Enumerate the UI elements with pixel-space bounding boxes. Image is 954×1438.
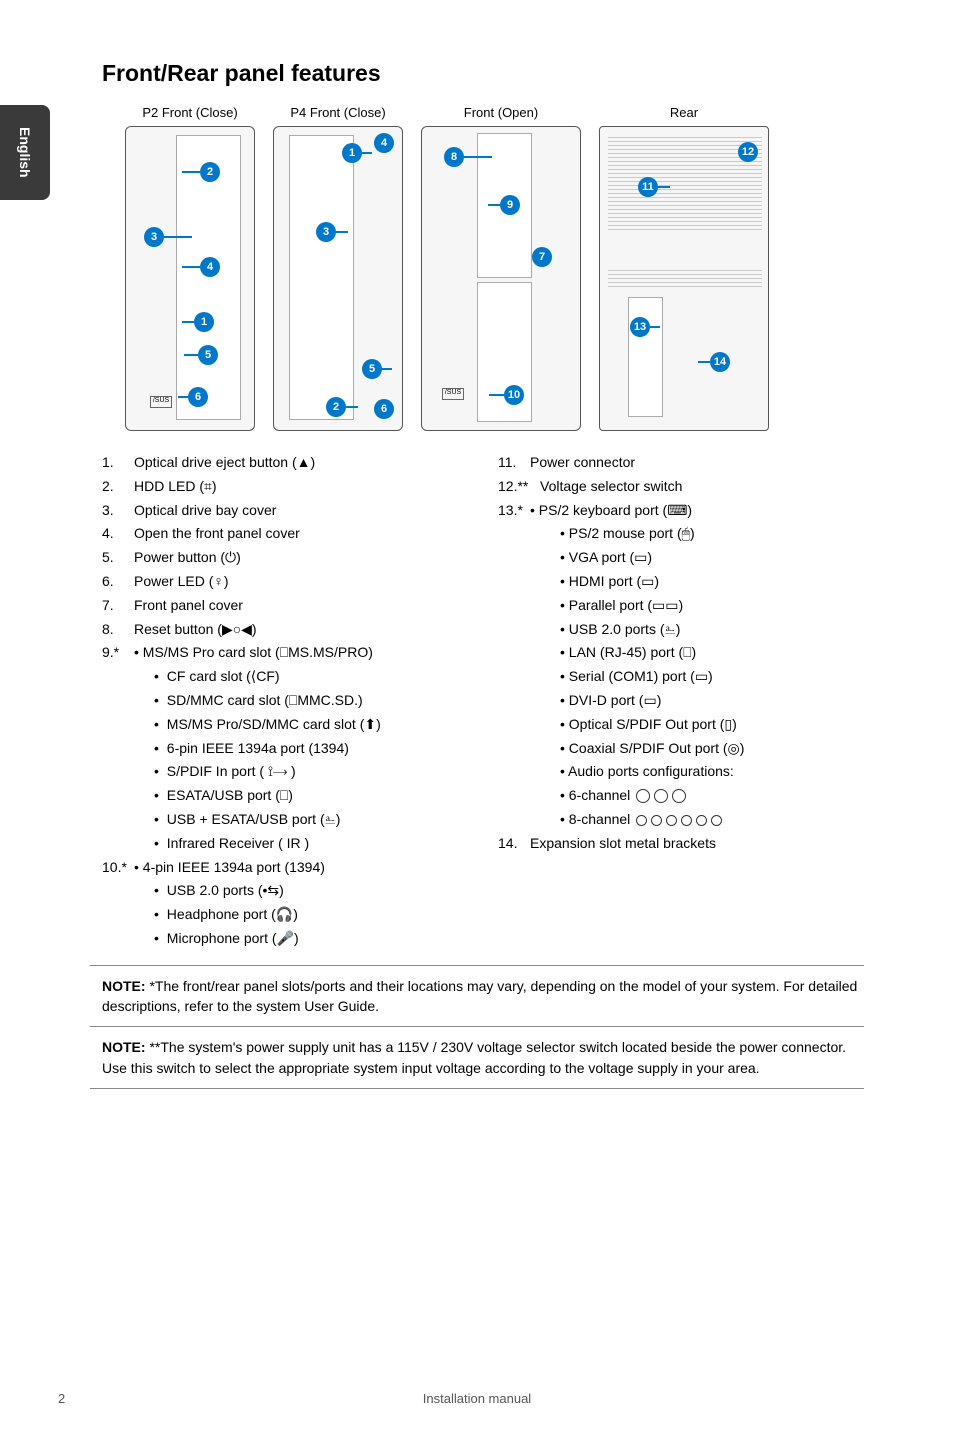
callout: 8 [444, 147, 464, 167]
feature-column-right: 11.Power connector 12.**Voltage selector… [498, 451, 864, 951]
callout: 1 [194, 312, 214, 332]
divider [90, 1088, 864, 1089]
list-item: 12.**Voltage selector switch [498, 475, 864, 499]
list-item: 11.Power connector [498, 451, 864, 475]
callout: 10 [504, 385, 524, 405]
language-tab: English [0, 105, 50, 200]
page-number: 2 [58, 1391, 65, 1406]
callout: 2 [326, 397, 346, 417]
list-item: USB 2.0 ports (•⇆) [102, 879, 468, 903]
list-item: 7.Front panel cover [102, 594, 468, 618]
callout: 3 [144, 227, 164, 247]
channel-row: 8-channel [498, 808, 864, 832]
diagram-p2-front-close: P2 Front (Close) 3 2 4 1 5 6 /SUS [125, 105, 255, 431]
channel-row: 6-channel [498, 784, 864, 808]
list-item: S/PDIF In port ( ⟟⟶ ) [102, 760, 468, 784]
sub-list: CF card slot (⟨CF)SD/MMC card slot (⎕MMC… [102, 665, 468, 855]
list-item: 4.Open the front panel cover [102, 522, 468, 546]
list-item: HDMI port (▭) [498, 570, 864, 594]
feature-list: 1.Optical drive eject button (▲) 2.HDD L… [102, 451, 864, 951]
note-text: NOTE: **The system's power supply unit h… [102, 1037, 859, 1078]
list-item: USB + ESATA/USB port (⎁) [102, 808, 468, 832]
callout: 4 [200, 257, 220, 277]
list-item: 6-pin IEEE 1394a port (1394) [102, 737, 468, 761]
diagram-rear: Rear 11 12 13 14 [599, 105, 769, 431]
callout: 14 [710, 352, 730, 372]
page-footer: 2 Installation manual [0, 1391, 954, 1406]
diagram-p4-front-close: P4 Front (Close) 1 4 3 5 2 6 [273, 105, 403, 431]
diagram-box: 8 9 7 10 /SUS [421, 126, 581, 431]
list-item: 6.Power LED (♀) [102, 570, 468, 594]
callout: 11 [638, 177, 658, 197]
callout: 6 [374, 399, 394, 419]
list-item: Headphone port (🎧) [102, 903, 468, 927]
list-item: LAN (RJ-45) port (⎕) [498, 641, 864, 665]
list-item: VGA port (▭) [498, 546, 864, 570]
diagram-label: P4 Front (Close) [290, 105, 385, 120]
list-item: 3.Optical drive bay cover [102, 499, 468, 523]
list-item: 2.HDD LED (⌗) [102, 475, 468, 499]
diagram-box: 3 2 4 1 5 6 /SUS [125, 126, 255, 431]
page-title: Front/Rear panel features [102, 60, 864, 87]
list-item: Coaxial S/PDIF Out port (◎) [498, 737, 864, 761]
panel-diagrams: P2 Front (Close) 3 2 4 1 5 6 /SUS P4 Fro… [125, 105, 864, 431]
list-item: MS/MS Pro/SD/MMC card slot (⬆) [102, 713, 468, 737]
list-item: CF card slot (⟨CF) [102, 665, 468, 689]
sub-list: USB 2.0 ports (•⇆)Headphone port (🎧)Micr… [102, 879, 468, 950]
list-item: 5.Power button (⏻) [102, 546, 468, 570]
diagram-label: Rear [670, 105, 698, 120]
callout: 3 [316, 222, 336, 242]
list-item: PS/2 mouse port (🖱) [498, 522, 864, 546]
callout: 12 [738, 142, 758, 162]
diagram-label: Front (Open) [464, 105, 538, 120]
diagram-front-open: Front (Open) 8 9 7 10 /SUS [421, 105, 581, 431]
callout: 1 [342, 143, 362, 163]
feature-column-left: 1.Optical drive eject button (▲) 2.HDD L… [102, 451, 468, 951]
divider [90, 1026, 864, 1027]
note-text: NOTE: *The front/rear panel slots/ports … [102, 976, 859, 1017]
divider [90, 965, 864, 966]
list-item: 10.*• 4-pin IEEE 1394a port (1394) [102, 856, 468, 880]
list-item: Audio ports configurations: [498, 760, 864, 784]
list-item: Infrared Receiver ( IR ) [102, 832, 468, 856]
list-item: USB 2.0 ports (⎁) [498, 618, 864, 642]
list-item: Parallel port (▭▭) [498, 594, 864, 618]
callout: 5 [362, 359, 382, 379]
sub-list: PS/2 mouse port (🖱)VGA port (▭)HDMI port… [498, 522, 864, 784]
list-item: 8.Reset button (▶○◀) [102, 618, 468, 642]
callout: 2 [200, 162, 220, 182]
diagram-box: 11 12 13 14 [599, 126, 769, 431]
list-item: ESATA/USB port (⎕) [102, 784, 468, 808]
callout: 5 [198, 345, 218, 365]
diagram-label: P2 Front (Close) [142, 105, 237, 120]
list-item: 9.*• MS/MS Pro card slot (⎕MS.MS/PRO) [102, 641, 468, 665]
callout: 6 [188, 387, 208, 407]
list-item: 1.Optical drive eject button (▲) [102, 451, 468, 475]
list-item: 14.Expansion slot metal brackets [498, 832, 864, 856]
footer-center: Installation manual [0, 1391, 954, 1406]
callout: 13 [630, 317, 650, 337]
callout: 7 [532, 247, 552, 267]
list-item: SD/MMC card slot (⎕MMC.SD.) [102, 689, 468, 713]
callout: 9 [500, 195, 520, 215]
list-item: Serial (COM1) port (▭) [498, 665, 864, 689]
diagram-box: 1 4 3 5 2 6 [273, 126, 403, 431]
list-item: DVI-D port (▭) [498, 689, 864, 713]
list-item: 13.*• PS/2 keyboard port (⌨) [498, 499, 864, 523]
list-item: Optical S/PDIF Out port (▯) [498, 713, 864, 737]
callout: 4 [374, 133, 394, 153]
list-item: Microphone port (🎤) [102, 927, 468, 951]
